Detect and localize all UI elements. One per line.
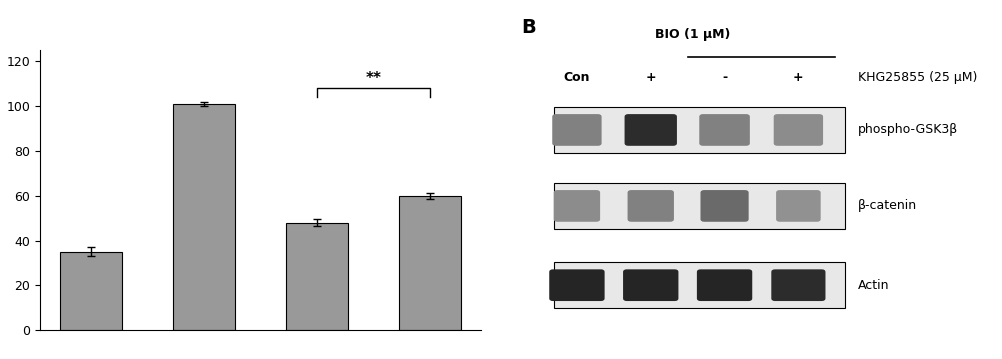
Text: KHG25855 (25 μM): KHG25855 (25 μM) [858, 71, 977, 84]
Bar [553, 262, 844, 308]
FancyBboxPatch shape [624, 114, 676, 146]
Text: β-catenin: β-catenin [858, 199, 917, 213]
Text: Con: Con [563, 71, 589, 84]
Text: **: ** [366, 71, 382, 86]
Text: +: + [793, 71, 803, 84]
FancyBboxPatch shape [776, 190, 820, 222]
Bar [553, 107, 844, 153]
FancyBboxPatch shape [696, 269, 752, 301]
Bar [553, 107, 844, 153]
Bar [60, 252, 122, 330]
FancyBboxPatch shape [552, 114, 601, 146]
FancyBboxPatch shape [771, 269, 825, 301]
Text: -: - [721, 71, 726, 84]
Bar [553, 183, 844, 229]
Bar [399, 196, 461, 330]
Bar [553, 262, 844, 308]
Text: Actin: Actin [858, 279, 889, 292]
Text: BIO (1 μM): BIO (1 μM) [654, 28, 729, 41]
Bar [173, 104, 235, 330]
Text: B: B [521, 18, 536, 37]
Text: phospho-GSK3β: phospho-GSK3β [858, 123, 958, 136]
FancyBboxPatch shape [699, 190, 747, 222]
FancyBboxPatch shape [773, 114, 823, 146]
Bar [286, 223, 348, 330]
Bar [553, 183, 844, 229]
FancyBboxPatch shape [698, 114, 749, 146]
FancyBboxPatch shape [553, 190, 599, 222]
FancyBboxPatch shape [549, 269, 604, 301]
FancyBboxPatch shape [622, 269, 677, 301]
Text: +: + [645, 71, 655, 84]
FancyBboxPatch shape [627, 190, 673, 222]
